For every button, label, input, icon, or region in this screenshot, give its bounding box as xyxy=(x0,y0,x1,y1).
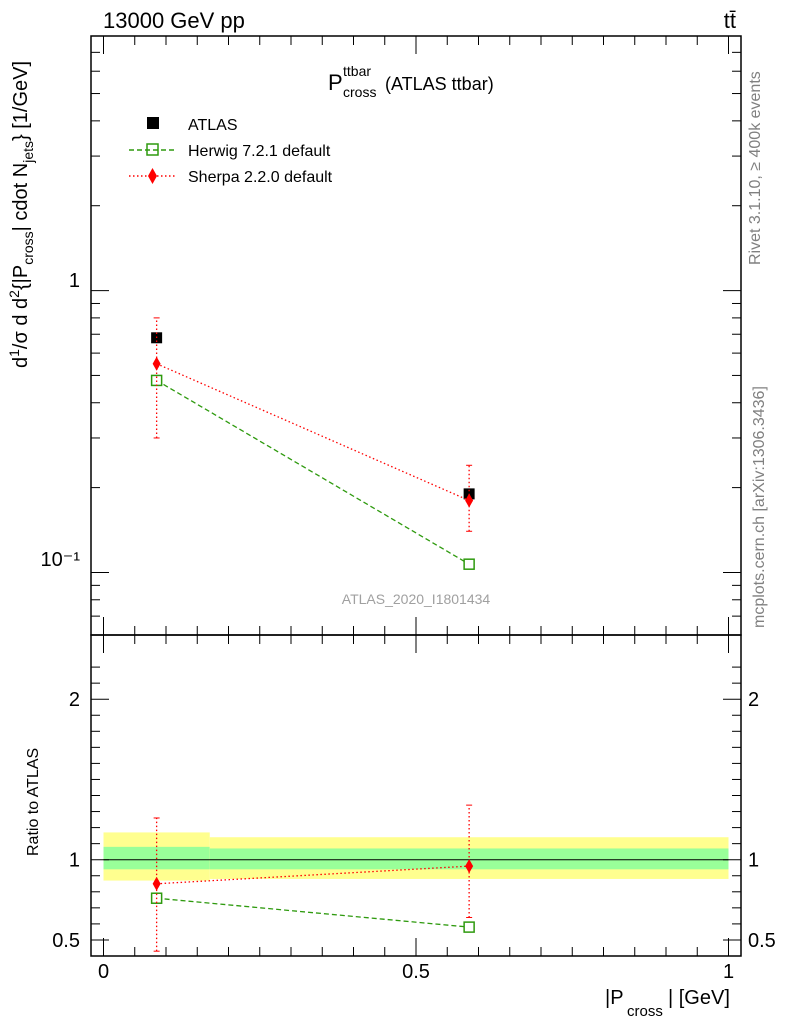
ratio-ytick-label-right: 2 xyxy=(748,689,759,711)
ratio-plot-area xyxy=(150,804,475,952)
title-rest: (ATLAS ttbar) xyxy=(385,74,494,94)
header-final-state: tt̄ xyxy=(724,8,736,33)
ratio-ytick-label-right: 1 xyxy=(748,850,759,872)
x-axis-title: |P cross | [GeV] xyxy=(605,987,730,1020)
ratio-ytick-label-left: 0.5 xyxy=(52,930,80,952)
ratio-point-sherpa xyxy=(465,859,474,874)
main-ytick-label-0.1: 10⁻¹ xyxy=(41,549,81,571)
main-y-axis-title: d1/σ d d2{|Pcross| cdot Njets} [1/GeV] xyxy=(6,61,36,368)
ratio-ytick-label-right: 0.5 xyxy=(748,930,776,952)
ratio-uncertainty-bands xyxy=(103,832,729,881)
legend-sherpa-label: Sherpa 2.2.0 default xyxy=(188,169,333,186)
title-main: P xyxy=(328,70,343,95)
ratio-y-axis-title: Ratio to ATLAS xyxy=(25,748,42,856)
legend-herwig-label: Herwig 7.2.1 default xyxy=(188,143,331,160)
xtick-label: 0.5 xyxy=(402,961,430,983)
rivet-label: Rivet 3.1.10, ≥ 400k events xyxy=(747,71,764,265)
ratio-ytick-label-left: 1 xyxy=(69,850,80,872)
ratio-axis-ticks xyxy=(91,635,741,956)
svg-text:d1/σ d d2{|Pcross| cdot Njets}: d1/σ d d2{|Pcross| cdot Njets} [1/GeV] xyxy=(6,61,36,368)
ratio-frame xyxy=(90,634,742,957)
data-point-sherpa xyxy=(465,493,474,508)
data-point-herwig xyxy=(463,558,475,570)
xtick-label: 0 xyxy=(98,961,109,983)
ratio-point-sherpa xyxy=(152,876,161,891)
legend-herwig-marker xyxy=(146,143,159,156)
ratio-point-herwig xyxy=(463,921,475,933)
data-point-sherpa xyxy=(152,356,161,371)
legend-sherpa-marker xyxy=(148,168,157,184)
header-process: 13000 GeV pp xyxy=(103,8,245,33)
band-green-1 xyxy=(209,848,729,870)
legend-atlas-label: ATLAS xyxy=(188,117,238,134)
main-title: P ttbar cross (ATLAS ttbar) xyxy=(328,63,494,100)
main-plot-area xyxy=(150,317,475,570)
analysis-watermark: ATLAS_2020_I1801434 xyxy=(342,591,491,607)
ratio-ytick-label-left: 2 xyxy=(69,689,80,711)
ratio-line-1 xyxy=(156,865,470,885)
main-ytick-label-1: 1 xyxy=(69,270,80,292)
xlabel-sub: cross xyxy=(627,1003,663,1020)
legend-atlas-marker xyxy=(147,117,159,129)
title-sup: ttbar xyxy=(343,63,371,79)
mcplots-label: mcplots.cern.ch [arXiv:1306.3436] xyxy=(751,386,768,628)
legend: ATLAS Herwig 7.2.1 default Sherpa 2.2.0 … xyxy=(129,117,333,186)
series-line-1 xyxy=(156,379,470,565)
ratio-line-0 xyxy=(156,897,470,928)
xlabel-main: |P xyxy=(605,987,624,1009)
series-line-2 xyxy=(156,363,470,502)
xtick-label: 1 xyxy=(723,961,734,983)
title-sub: cross xyxy=(343,84,376,100)
ratio-tick-labels: 0.5 0.5 1 1 2 2 0 0.5 1 xyxy=(52,689,776,983)
main-axis-ticks xyxy=(91,35,741,636)
xlabel-rest: | [GeV] xyxy=(668,987,730,1009)
